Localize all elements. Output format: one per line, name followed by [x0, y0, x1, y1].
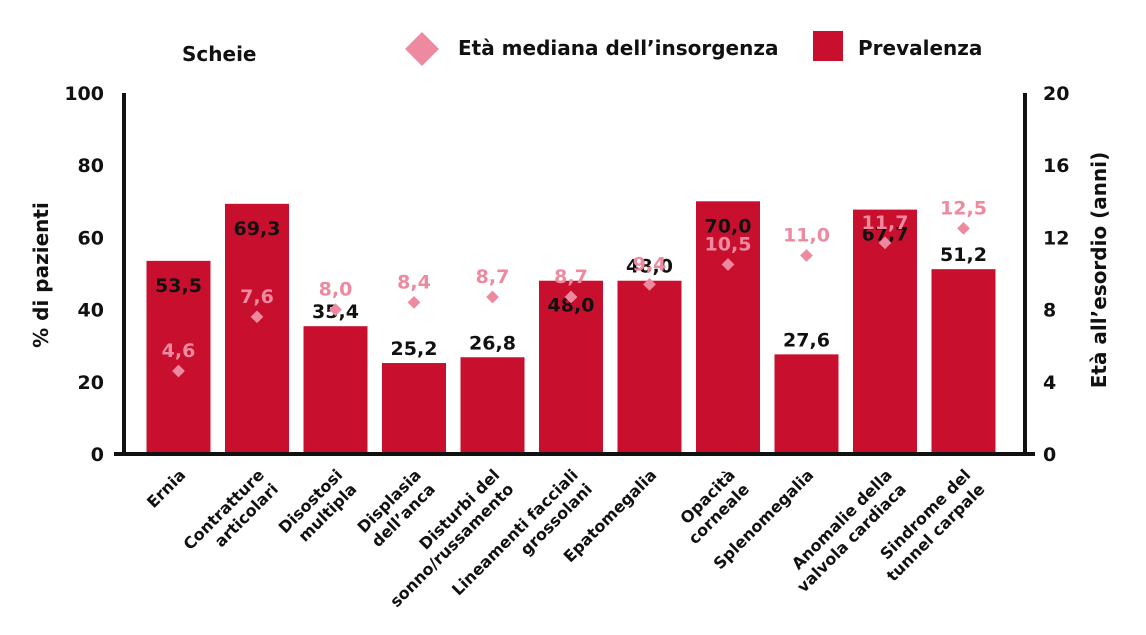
prevalence-value-label: 53,5: [155, 275, 202, 297]
legend-bar-swatch: [813, 31, 843, 61]
onset-value-label: 8,7: [476, 266, 510, 288]
right-tick-label: 20: [1043, 83, 1069, 105]
prevalence-value-label: 70,0: [705, 215, 752, 237]
category-labels: ErniaContratturearticolariDisostosimulti…: [143, 465, 989, 611]
onset-marker: [486, 290, 499, 304]
category-label: Contratturearticolari: [180, 465, 283, 568]
onset-value-label: 11,0: [783, 224, 830, 246]
onset-marker: [957, 222, 970, 235]
prevalence-bar: [696, 201, 760, 454]
legend-label-onset-age: Età mediana dell’insorgenza: [458, 36, 779, 60]
prevalence-value-label: 67,7: [862, 224, 909, 246]
onset-value-label: 4,6: [162, 340, 196, 362]
onset-marker: [329, 303, 342, 316]
onset-value-label: 9,4: [633, 253, 667, 275]
right-tick-label: 4: [1043, 372, 1056, 394]
left-tick-label: 40: [78, 300, 104, 322]
category-label-line: Ernia: [143, 465, 189, 511]
legend-label-prevalence: Prevalenza: [858, 36, 982, 60]
right-tick-label: 0: [1043, 444, 1056, 466]
onset-value-label: 8,7: [554, 266, 588, 288]
left-tick-label: 60: [78, 227, 104, 249]
prevalence-bar: [460, 357, 525, 454]
prevalence-bar: [931, 269, 996, 454]
axes: [114, 93, 1035, 456]
prevalence-value-label: 69,3: [234, 218, 281, 240]
prevalence-bar: [146, 260, 211, 454]
prevalence-bar: [382, 363, 446, 454]
left-tick-label: 20: [78, 372, 104, 394]
prevalence-value-label: 48,0: [626, 256, 673, 278]
right-tick-label: 12: [1043, 227, 1069, 249]
prevalence-bar: [853, 209, 917, 454]
category-label: Ernia: [143, 465, 189, 511]
onset-marker: [172, 364, 185, 378]
left-tick-label: 0: [91, 444, 104, 466]
left-tick-label: 80: [78, 155, 104, 177]
chart-subtitle: Scheie: [182, 42, 256, 66]
onset-marker: [407, 296, 421, 309]
prevalence-value-label: 25,2: [391, 338, 438, 360]
left-axis-title: % di pazienti: [29, 202, 53, 348]
prevalence-value-label: 27,6: [783, 329, 830, 351]
prevalence-bar: [225, 203, 289, 454]
prevalence-bar: [539, 280, 603, 454]
prevalence-bar: [617, 280, 682, 454]
right-axis-title: Età all’esordio (anni): [1087, 152, 1111, 389]
left-tick-label: 100: [64, 83, 104, 105]
left-axis-ticks: 0 20 40 60 80 100: [64, 83, 104, 466]
legend: Età mediana dell’insorgenza Prevalenza: [405, 31, 982, 66]
onset-value-label: 7,6: [240, 286, 274, 308]
legend-diamond-marker: [405, 32, 439, 66]
onset-marker: [250, 310, 264, 324]
onset-marker: [800, 249, 813, 262]
onset-value-label: 12,5: [940, 197, 987, 219]
prevalence-value-label: 48,0: [548, 295, 595, 317]
onset-value-label: 10,5: [705, 233, 752, 255]
onset-value-label: 8,0: [319, 279, 353, 301]
right-tick-label: 8: [1043, 300, 1056, 322]
right-tick-label: 16: [1043, 155, 1069, 177]
prevalence-value-label: 26,8: [469, 332, 516, 354]
right-axis-ticks: 0 4 8 12 16 20: [1043, 83, 1069, 466]
onset-value-label: 11,7: [862, 212, 909, 234]
prevalence-value-label: 51,2: [940, 244, 987, 266]
prevalence-bar: [774, 354, 839, 454]
bars: 53,569,335,425,226,848,048,070,027,667,7…: [146, 201, 996, 454]
prevalence-bar: [303, 326, 368, 454]
category-label: Disostosimultipla: [275, 465, 361, 551]
onset-value-label: 8,4: [397, 271, 431, 293]
